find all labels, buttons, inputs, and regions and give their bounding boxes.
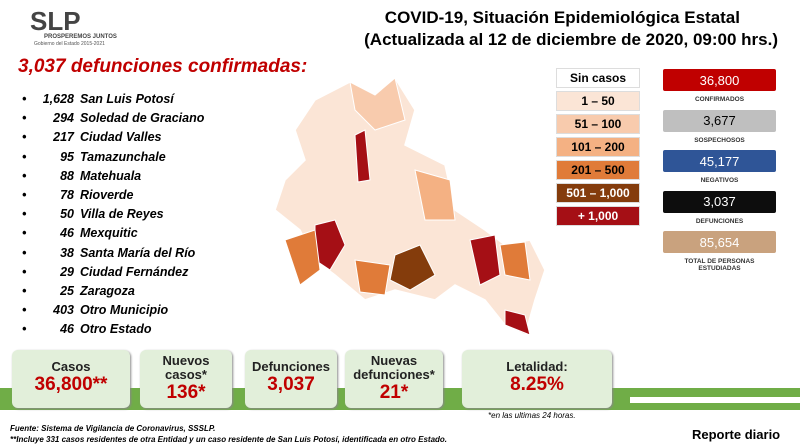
legend-item: 51 – 100 bbox=[556, 114, 640, 134]
subtitle: (Actualizada al 12 de diciembre de 2020,… bbox=[364, 30, 778, 49]
legend-item: Sin casos bbox=[556, 68, 640, 88]
death-count: 217 bbox=[53, 130, 74, 145]
stat-value: 45,177 bbox=[663, 150, 776, 172]
bullet: • bbox=[22, 149, 27, 164]
death-count: 294 bbox=[53, 111, 74, 126]
death-count: 78 bbox=[60, 188, 74, 202]
summary-box: Casos 36,800** bbox=[12, 350, 130, 408]
logo-subtitle: Gobierno del Estado 2015-2021 bbox=[34, 41, 105, 47]
death-count: 50 bbox=[60, 207, 74, 222]
bullet: • bbox=[22, 92, 27, 106]
summary-value: 36,800** bbox=[34, 374, 108, 395]
logo-tagline: PROSPEREMOS JUNTOS bbox=[44, 34, 117, 40]
stat-value: 36,800 bbox=[663, 69, 776, 91]
bullet: • bbox=[22, 245, 27, 260]
band-stripe bbox=[630, 397, 800, 403]
deaths-heading: 3,037 defunciones confirmadas: bbox=[18, 56, 308, 77]
stat-label: TOTAL DE PERSONAS ESTUDIADAS bbox=[684, 258, 755, 272]
legend-item: 1 – 50 bbox=[556, 91, 640, 111]
death-count: 25 bbox=[60, 284, 74, 298]
death-count: 46 bbox=[60, 322, 74, 337]
municipality: Otro Municipio bbox=[80, 303, 169, 318]
death-count: 95 bbox=[60, 149, 74, 164]
summary-box: Defunciones 3,037 bbox=[245, 350, 337, 408]
stat-value: 85,654 bbox=[663, 231, 776, 253]
stat-label: SOSPECHOSOS bbox=[694, 136, 745, 144]
municipality: Soledad de Graciano bbox=[80, 111, 205, 126]
stat-label: DEFUNCIONES bbox=[695, 217, 744, 225]
summary-label: Nuevas defunciones* bbox=[353, 353, 435, 382]
legend-item: 201 – 500 bbox=[556, 160, 640, 180]
municipality: Zaragoza bbox=[80, 284, 135, 298]
summary-box: Letalidad: 8.25% bbox=[462, 350, 612, 408]
legend-item: + 1,000 bbox=[556, 206, 640, 226]
stat-value: 3,037 bbox=[663, 190, 776, 213]
summary-value: 8.25% bbox=[510, 374, 564, 395]
logo: SLP bbox=[30, 6, 81, 36]
bullet: • bbox=[22, 303, 27, 318]
bullet: • bbox=[22, 188, 27, 202]
title: COVID-19, Situación Epidemiológica Estat… bbox=[384, 8, 740, 27]
stat-label: NEGATIVOS bbox=[700, 177, 739, 184]
death-count: 38 bbox=[60, 245, 74, 260]
death-count: 46 bbox=[60, 226, 74, 241]
bullet: • bbox=[22, 284, 27, 298]
municipality: Mexquitic bbox=[80, 226, 138, 241]
municipality: San Luis Potosí bbox=[80, 92, 174, 106]
summary-label: Casos bbox=[51, 359, 91, 374]
summary-label: Nuevos casos* bbox=[162, 353, 210, 382]
municipality: Santa María del Río bbox=[80, 245, 196, 260]
source: Fuente: Sistema de Vigilancia de Coronav… bbox=[10, 424, 216, 433]
municipality: Villa de Reyes bbox=[80, 207, 164, 222]
bullet: • bbox=[22, 130, 27, 145]
stat-value: 3,677 bbox=[663, 109, 776, 132]
bullet: • bbox=[22, 111, 27, 126]
note-24h: *en las ultimas 24 horas. bbox=[488, 411, 576, 420]
death-count: 88 bbox=[60, 168, 74, 183]
summary-value: 136* bbox=[166, 382, 206, 403]
note-included: **Incluye 331 casos residentes de otra E… bbox=[10, 435, 448, 444]
stat-label: CONFIRMADOS bbox=[694, 96, 745, 103]
death-count: 1,628 bbox=[42, 92, 74, 106]
summary-box: Nuevas defunciones* 21* bbox=[345, 350, 443, 408]
death-count: 29 bbox=[60, 264, 74, 279]
bullet: • bbox=[22, 322, 27, 337]
bullet: • bbox=[22, 207, 27, 222]
bullet: • bbox=[22, 226, 27, 241]
municipality: Tamazunchale bbox=[80, 149, 166, 164]
report: Reporte diario bbox=[692, 427, 781, 442]
legend-item: 501 – 1,000 bbox=[556, 183, 640, 203]
municipality: Rioverde bbox=[80, 188, 134, 202]
summary-label: Defunciones bbox=[251, 359, 330, 374]
municipality: Otro Estado bbox=[80, 322, 152, 337]
death-count: 403 bbox=[53, 303, 74, 318]
municipality: Ciudad Valles bbox=[80, 130, 162, 145]
bullet: • bbox=[22, 264, 27, 279]
bullet: • bbox=[22, 168, 27, 183]
summary-box: Nuevos casos* 136* bbox=[140, 350, 232, 408]
map bbox=[274, 76, 546, 337]
municipality: Ciudad Fernández bbox=[80, 264, 189, 279]
municipality: Matehuala bbox=[80, 168, 142, 183]
summary-label: Letalidad: bbox=[506, 359, 568, 374]
legend-item: 101 – 200 bbox=[556, 137, 640, 157]
summary-value: 21* bbox=[379, 382, 409, 403]
summary-value: 3,037 bbox=[267, 374, 315, 395]
